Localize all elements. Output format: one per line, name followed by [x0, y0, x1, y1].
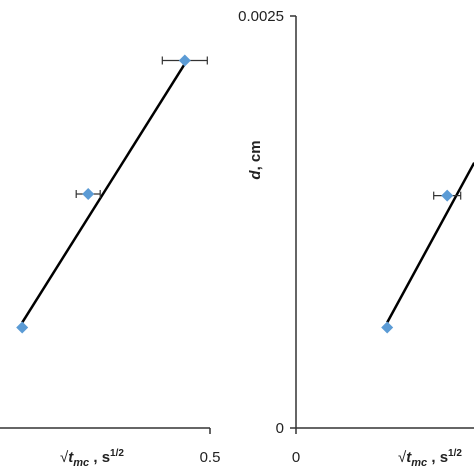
- x-axis-label: √tmc , s1/2: [398, 448, 462, 469]
- x-axis-label: √tmc , s1/2: [60, 448, 124, 469]
- label-part: , s: [89, 449, 110, 466]
- y-tick-label: 0.0025: [238, 8, 284, 25]
- data-point: [381, 321, 394, 334]
- data-point: [16, 321, 29, 334]
- label-part: √: [398, 449, 407, 466]
- label-part: 1/2: [448, 448, 462, 459]
- fit-line: [21, 63, 186, 324]
- data-point: [441, 189, 454, 202]
- y-tick-label: 0: [276, 420, 284, 437]
- label-part: t: [406, 449, 412, 466]
- data-point: [178, 54, 191, 67]
- label-part: mc: [411, 457, 427, 469]
- label-part: , s: [427, 449, 448, 466]
- y-axis-label: d, cm: [247, 140, 264, 179]
- label-part: 1/2: [110, 448, 124, 459]
- x-tick-label: 0: [292, 449, 300, 466]
- label-part: d: [247, 170, 264, 180]
- label-part: mc: [73, 457, 89, 469]
- label-part: , cm: [247, 140, 264, 170]
- label-part: t: [68, 449, 74, 466]
- x-tick-label: 0.5: [200, 449, 221, 466]
- label-part: √: [60, 449, 69, 466]
- data-point: [82, 187, 95, 200]
- fit-line: [386, 162, 474, 324]
